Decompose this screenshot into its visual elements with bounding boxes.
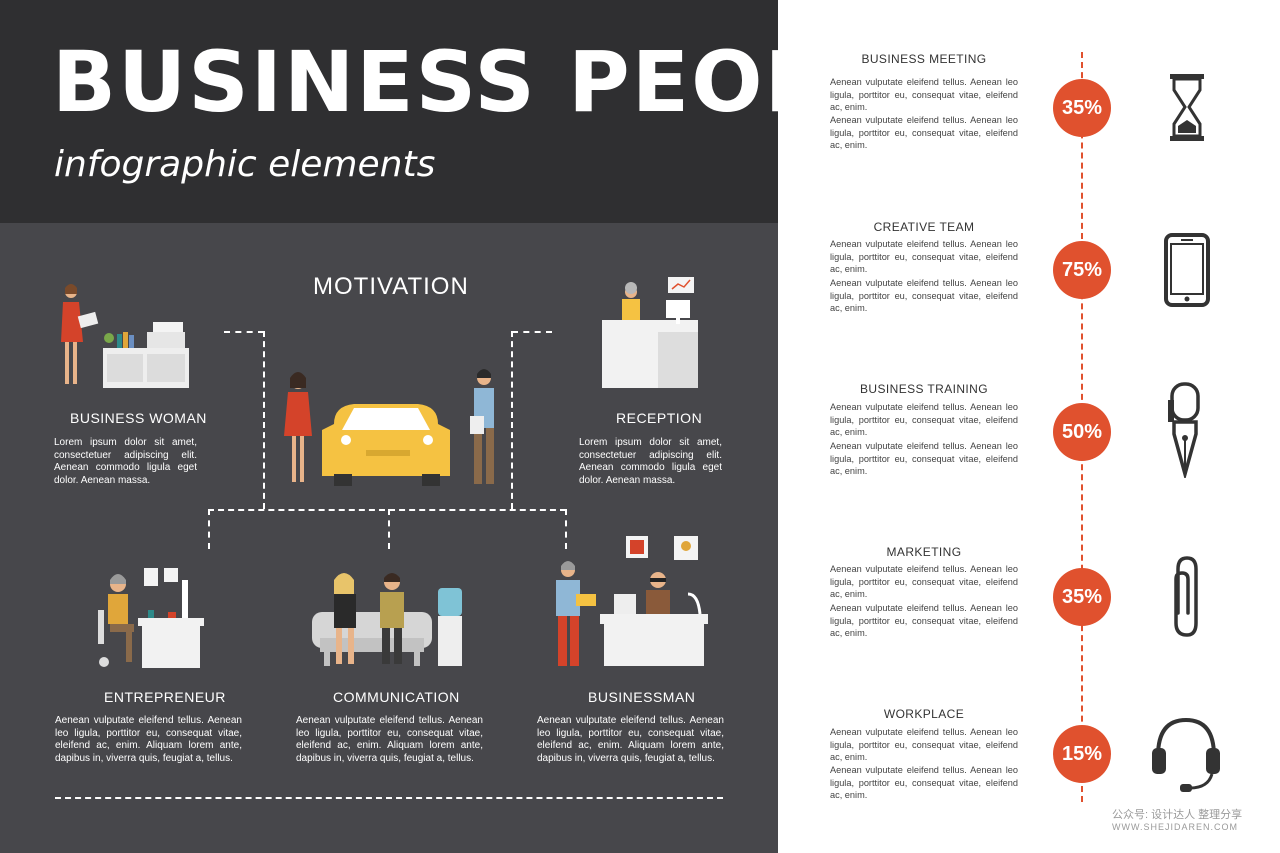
stat-text: Aenean vulputate eleifend tellus. Aenean…	[830, 278, 1018, 314]
connector-line	[565, 509, 567, 549]
stat-percent-badge: 75%	[1053, 241, 1111, 299]
connector-line	[208, 509, 210, 549]
connector-line	[388, 509, 390, 549]
header-banner: BUSINESS PEOPLE infographic elements	[0, 0, 941, 223]
stat-heading: CREATIVE TEAM	[873, 220, 975, 234]
fountain-pen-icon	[1150, 382, 1222, 481]
watermark-text: 公众号: 设计达人 整理分享	[1112, 809, 1243, 821]
entrepreneur-text: Aenean vulputate eleifend tellus. Aenean…	[55, 715, 242, 764]
stat-text: Aenean vulputate eleifend tellus. Aenean…	[830, 115, 1018, 151]
businessman-illustration	[552, 534, 708, 668]
left-panel: BUSINESS PEOPLE infographic elements	[0, 0, 778, 853]
reception-label: RECEPTION	[616, 410, 703, 426]
businessman-text: Aenean vulputate eleifend tellus. Aenean…	[537, 715, 724, 764]
connector-line	[511, 331, 513, 509]
stat-heading: BUSINESS MEETING	[861, 52, 987, 66]
business-woman-text: Lorem ipsum dolor sit amet, consectetuer…	[54, 437, 197, 486]
connector-line	[512, 331, 552, 333]
stat-text: Aenean vulputate eleifend tellus. Aenean…	[830, 402, 1018, 438]
stat-heading: WORKPLACE	[883, 707, 965, 721]
communication-text: Aenean vulputate eleifend tellus. Aenean…	[296, 715, 483, 764]
smartphone-icon	[1150, 233, 1222, 313]
stat-text: Aenean vulputate eleifend tellus. Aenean…	[830, 603, 1018, 639]
reception-illustration	[600, 274, 700, 389]
hourglass-icon	[1150, 70, 1222, 150]
bottom-divider	[55, 797, 723, 799]
communication-illustration	[310, 568, 470, 668]
stat-percent-badge: 15%	[1053, 725, 1111, 783]
connector-line	[208, 509, 566, 511]
stat-text: Aenean vulputate eleifend tellus. Aenean…	[830, 765, 1018, 801]
paperclip-icon	[1150, 555, 1222, 637]
stat-heading: BUSINESS TRAINING	[860, 382, 988, 396]
connector-line	[224, 331, 264, 333]
stat-percent-badge: 35%	[1053, 568, 1111, 626]
stat-text: Aenean vulputate eleifend tellus. Aenean…	[830, 441, 1018, 477]
reception-text: Lorem ipsum dolor sit amet, consectetuer…	[579, 437, 722, 486]
stat-text: Aenean vulputate eleifend tellus. Aenean…	[830, 564, 1018, 600]
entrepreneur-illustration	[96, 566, 208, 670]
motivation-illustration	[282, 368, 498, 492]
page-subtitle: infographic elements	[54, 144, 436, 185]
stat-percent-badge: 50%	[1053, 403, 1111, 461]
stat-percent-badge: 35%	[1053, 79, 1111, 137]
business-woman-label: BUSINESS WOMAN	[70, 410, 207, 426]
headset-icon	[1150, 712, 1222, 792]
connector-line	[263, 331, 265, 509]
entrepreneur-label: ENTREPRENEUR	[104, 689, 226, 705]
stat-text: Aenean vulputate eleifend tellus. Aenean…	[830, 727, 1018, 763]
stat-heading: MARKETING	[886, 545, 962, 559]
communication-label: COMMUNICATION	[333, 689, 460, 705]
businessman-label: BUSINESSMAN	[588, 689, 696, 705]
motivation-title: MOTIVATION	[313, 273, 469, 300]
stat-text: Aenean vulputate eleifend tellus. Aenean…	[830, 239, 1018, 275]
watermark-url: WWW.SHEJIDAREN.COM	[1112, 822, 1238, 832]
business-woman-illustration	[55, 280, 195, 392]
stat-text: Aenean vulputate eleifend tellus. Aenean…	[830, 77, 1018, 113]
